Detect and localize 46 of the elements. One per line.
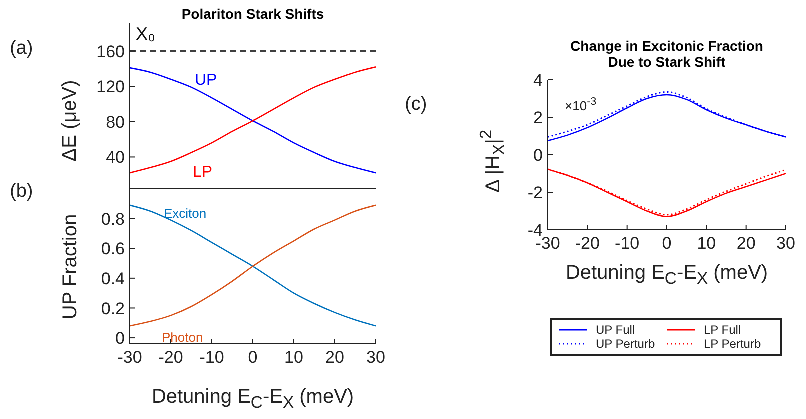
x-tick-label: 20 xyxy=(326,348,344,368)
y-axis-title: ΔE (μeV) xyxy=(58,79,82,164)
series-label: Photon xyxy=(162,330,204,345)
y-tick-label: 0.2 xyxy=(101,299,125,318)
x-tick-label: -10 xyxy=(200,348,224,368)
y-tick-label: 80 xyxy=(106,112,125,132)
x-tick-label: 10 xyxy=(284,348,304,368)
legend-label: LP Full xyxy=(704,323,742,337)
text: (b) xyxy=(10,181,34,203)
x-axis-title: Detuning E$_{C}$-E$_{X}$ (meV) xyxy=(150,386,356,413)
y-tick-label: 0.4 xyxy=(101,269,125,288)
y-tick-label: 0 xyxy=(534,146,543,166)
y-tick-label: 40 xyxy=(106,148,125,168)
chart-title: Polariton Stark Shifts xyxy=(180,6,326,22)
text: (a) xyxy=(10,38,34,60)
x-axis-title: Detuning E$_{C}$-E$_{X}$ (meV) xyxy=(564,262,770,289)
series-label: UP xyxy=(195,72,218,90)
x-tick-label: 30 xyxy=(776,234,796,254)
y-tick-label: 0 xyxy=(116,329,125,348)
y-tick-label: -2 xyxy=(528,184,543,203)
x-tick-label: 10 xyxy=(697,234,716,254)
y-tick-label: 0.8 xyxy=(101,210,125,229)
series-label: Exciton xyxy=(164,206,207,221)
y-tick-label: 2 xyxy=(534,108,543,128)
x-tick-label: 30 xyxy=(366,348,386,368)
y-tick-label: 160 xyxy=(96,42,125,62)
y-axis-title: UP Fraction xyxy=(58,212,82,322)
x-tick-label: 20 xyxy=(736,234,756,254)
annotation: ×10$^{-3}$ xyxy=(565,96,597,114)
x-tick-label: -20 xyxy=(158,348,184,368)
y-tick-label: 4 xyxy=(534,71,543,90)
chart-title: Change in Excitonic Fraction Due to Stark Shift xyxy=(570,38,764,70)
text: (c) xyxy=(405,94,428,116)
legend-label: UP Full xyxy=(596,323,636,337)
x-tick-label: -10 xyxy=(615,234,640,254)
x-tick-label: -30 xyxy=(118,348,142,368)
ref-line-label: X₀ xyxy=(136,24,156,44)
legend-label: UP Perturb xyxy=(596,337,656,351)
x-tick-label: -20 xyxy=(575,234,600,254)
line-series xyxy=(130,204,376,327)
legend-label: LP Perturb xyxy=(704,337,762,351)
y-tick-label: 0.6 xyxy=(101,240,125,259)
x-tick-label: 0 xyxy=(662,234,672,254)
y-tick-label: 120 xyxy=(96,78,125,97)
series-label: LP xyxy=(193,164,213,182)
x-tick-label: 0 xyxy=(248,348,258,368)
